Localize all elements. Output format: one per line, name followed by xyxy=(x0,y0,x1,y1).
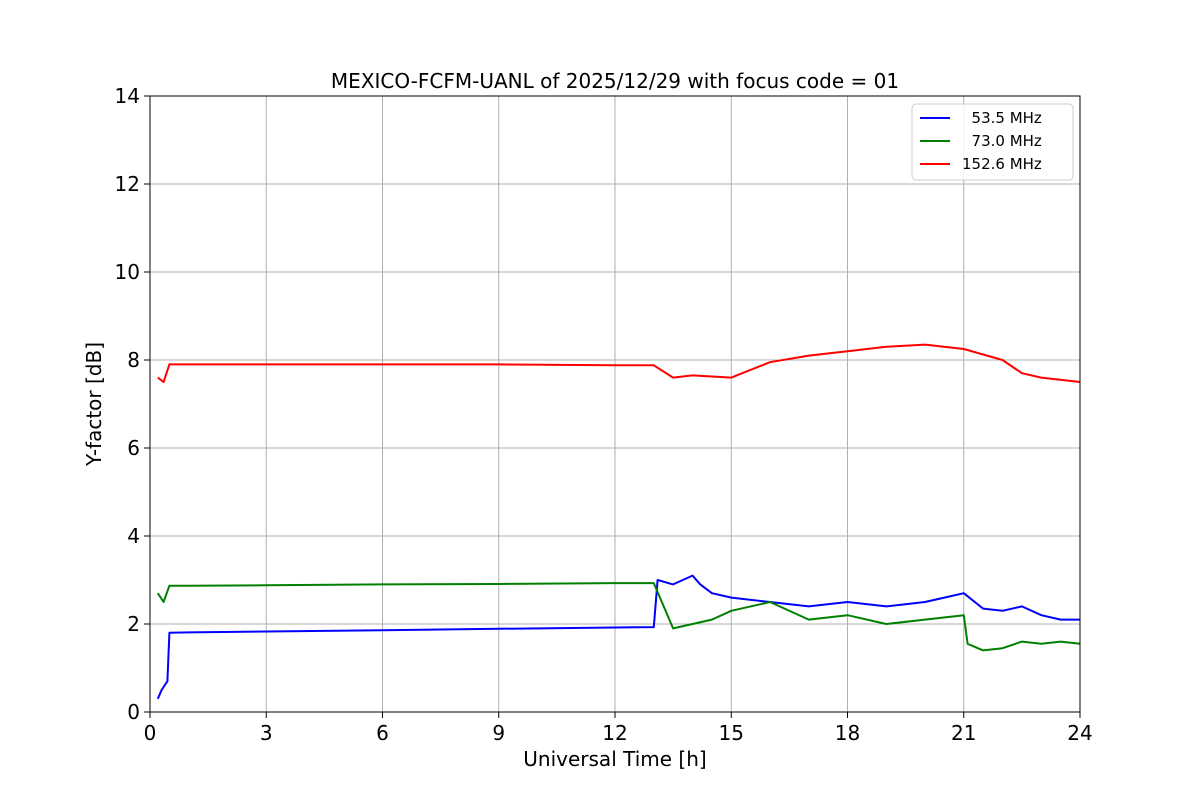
y-tick-label: 0 xyxy=(127,700,140,724)
series-line-1 xyxy=(156,582,1081,652)
y-axis-label: Y-factor [dB] xyxy=(82,342,106,467)
grid xyxy=(149,95,1081,713)
x-tick-label: 15 xyxy=(719,721,744,745)
x-axis-label: Universal Time [h] xyxy=(523,747,706,771)
x-tick-label: 12 xyxy=(602,721,627,745)
y-tick-label: 12 xyxy=(115,172,140,196)
plot-area xyxy=(156,343,1081,700)
y-tick-label: 14 xyxy=(115,84,140,108)
legend-box xyxy=(911,103,1074,181)
y-tick-label: 4 xyxy=(127,524,140,548)
legend: 53.5 MHz 73.0 MHz 152.6 MHz xyxy=(911,103,1074,181)
y-tick-label: 10 xyxy=(115,260,140,284)
x-tick-label: 9 xyxy=(492,721,505,745)
legend-label-0: 53.5 MHz xyxy=(962,109,1042,127)
series-line-0 xyxy=(156,574,1080,700)
x-tick-label: 21 xyxy=(951,721,976,745)
x-tick-label: 0 xyxy=(144,721,157,745)
legend-label-1: 73.0 MHz xyxy=(962,132,1042,150)
x-tick-label: 6 xyxy=(376,721,389,745)
chart-title: MEXICO-FCFM-UANL of 2025/12/29 with focu… xyxy=(331,69,899,93)
x-tick-label: 3 xyxy=(260,721,273,745)
x-tick-label: 18 xyxy=(835,721,860,745)
y-tick-label: 2 xyxy=(127,612,140,636)
y-tick-label: 8 xyxy=(127,348,140,372)
x-tick-label: 24 xyxy=(1067,721,1092,745)
y-tick-label: 6 xyxy=(127,436,140,460)
legend-label-2: 152.6 MHz xyxy=(962,155,1042,173)
series-line-2 xyxy=(157,343,1081,383)
